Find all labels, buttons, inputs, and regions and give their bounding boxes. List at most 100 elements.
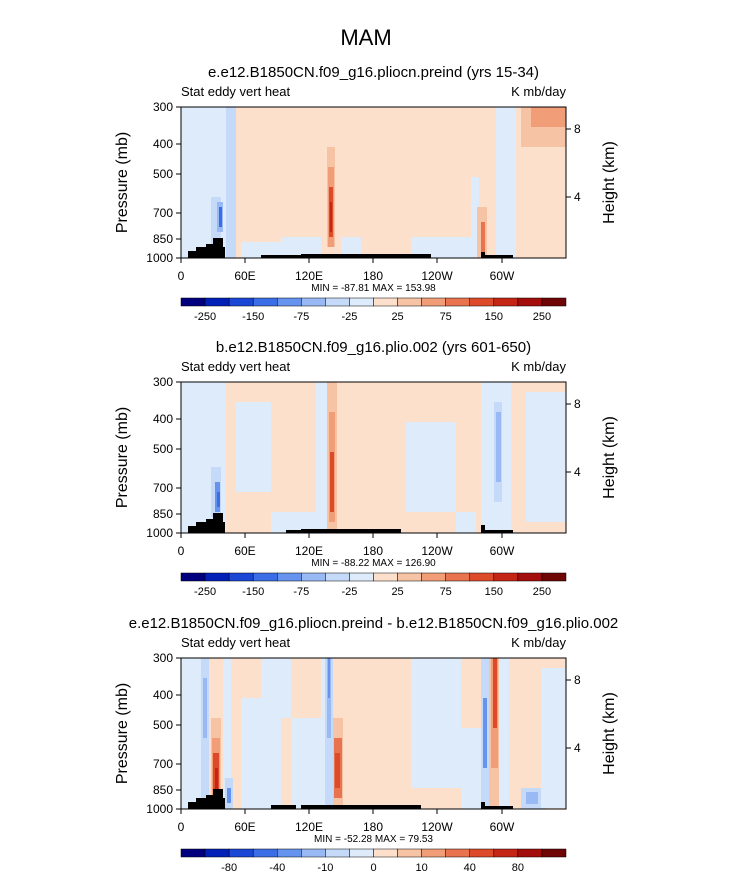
colorbar-label: 250: [533, 311, 551, 323]
colorbar-segment: [277, 572, 302, 582]
terrain-block: [485, 806, 513, 809]
colorbar-segment: [517, 572, 543, 582]
ylabel-right: Height (km): [601, 416, 618, 499]
ylabel-right: Height (km): [601, 141, 618, 224]
field-cell: [526, 392, 566, 522]
lon-tick-label: 120W: [421, 269, 453, 283]
colorbar-segment: [228, 848, 254, 858]
lon-tick-label: 120W: [421, 544, 453, 558]
pressure-tick-label: 1000: [146, 251, 173, 265]
ylabel-left: Pressure (mb): [114, 407, 131, 508]
ylabel-left: Pressure (mb): [114, 132, 131, 233]
terrain-block: [301, 254, 321, 258]
field-cell: [241, 242, 281, 258]
height-tick-label: 8: [574, 122, 581, 136]
field-cell: [456, 512, 476, 533]
field-cell: [291, 718, 321, 809]
panel-title: e.e12.B1850CN.f09_g16.pliocn.preind - b.…: [129, 615, 619, 632]
colorbar-segment: [541, 848, 567, 858]
field-cell: [236, 107, 276, 207]
colorbar-segment: [445, 297, 470, 307]
field-cell: [330, 202, 332, 232]
colorbar-label: 25: [391, 311, 403, 323]
colorbar-segment: [349, 572, 374, 582]
colorbar-segment: [180, 297, 206, 307]
field-cell: [526, 792, 538, 804]
terrain-block: [188, 802, 198, 809]
panel-3: e.e12.B1850CN.f09_g16.pliocn.preind - b.…: [114, 615, 618, 874]
field-cell: [203, 678, 207, 738]
colorbar-segment: [204, 297, 230, 307]
field-cell: [217, 492, 220, 507]
colorbar-segment: [301, 297, 326, 307]
terrain-block: [196, 522, 210, 533]
lon-tick-label: 120E: [295, 269, 323, 283]
lon-tick-label: 60W: [490, 544, 515, 558]
pressure-tick-label: 300: [153, 651, 173, 665]
colorbar-segment: [277, 848, 302, 858]
lon-tick-label: 60W: [490, 269, 515, 283]
colorbar-segment: [325, 572, 350, 582]
colorbar-segment: [349, 848, 374, 858]
terrain-block: [301, 805, 421, 809]
terrain-block: [188, 526, 198, 533]
colorbar-segment: [445, 572, 470, 582]
colorbar-label: 40: [464, 862, 476, 874]
colorbar-label: 25: [391, 586, 403, 598]
pressure-tick-label: 850: [153, 783, 173, 797]
pressure-tick-label: 400: [153, 688, 173, 702]
terrain-block: [219, 522, 225, 533]
panel-2: b.e12.B1850CN.f09_g16.plio.002 (yrs 601-…: [114, 339, 618, 598]
field-cell: [471, 177, 479, 258]
colorbar-label: 75: [440, 586, 452, 598]
pressure-tick-label: 700: [153, 757, 173, 771]
colorbar-label: 80: [512, 862, 524, 874]
field-cell: [316, 382, 328, 533]
colorbar-segment: [180, 572, 206, 582]
terrain-block: [321, 254, 431, 258]
colorbar-segment: [469, 572, 495, 582]
colorbar-segment: [517, 848, 543, 858]
colorbar-segment: [493, 297, 519, 307]
colorbar-label: -150: [242, 311, 264, 323]
colorbar-segment: [469, 297, 495, 307]
field-cell: [271, 512, 321, 533]
field-cell: [330, 452, 334, 512]
colorbar-segment: [397, 572, 422, 582]
field-cell: [226, 107, 236, 258]
colorbar-label: 10: [416, 862, 428, 874]
lon-tick-label: 60E: [234, 544, 255, 558]
pressure-tick-label: 500: [153, 718, 173, 732]
colorbar-label: -25: [341, 311, 357, 323]
terrain-block: [481, 252, 485, 258]
field-cell: [219, 207, 222, 227]
colorbar-label: 0: [370, 862, 376, 874]
colorbar-segment: [252, 848, 278, 858]
pressure-tick-label: 850: [153, 507, 173, 521]
lon-tick-label: 180: [363, 544, 383, 558]
minmax-stats: MIN = -52.28 MAX = 79.53: [314, 834, 433, 845]
lon-tick-label: 0: [178, 269, 185, 283]
terrain-block: [481, 802, 485, 809]
minmax-stats: MIN = -87.81 MAX = 153.98: [311, 283, 436, 294]
terrain-block: [219, 798, 225, 809]
colorbar-segment: [373, 572, 398, 582]
colorbar-segment: [541, 297, 567, 307]
field-cell: [496, 107, 516, 258]
height-tick-label: 4: [574, 190, 581, 204]
colorbar-segment: [493, 848, 519, 858]
panel-title: e.e12.B1850CN.f09_g16.pliocn.preind (yrs…: [208, 64, 539, 81]
lon-tick-label: 120E: [295, 820, 323, 834]
colorbar-segment: [421, 572, 446, 582]
colorbar-segment: [301, 572, 326, 582]
field-cell: [335, 753, 340, 788]
terrain-block: [188, 251, 198, 258]
field-cell: [461, 728, 481, 809]
colorbar-label: -10: [317, 862, 333, 874]
colorbar-segment: [397, 848, 422, 858]
colorbar-segment: [373, 848, 398, 858]
field-cell: [483, 698, 487, 768]
pressure-tick-label: 300: [153, 100, 173, 114]
field-cell: [261, 658, 291, 718]
